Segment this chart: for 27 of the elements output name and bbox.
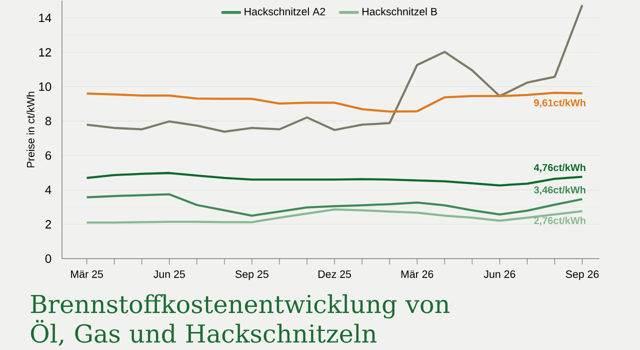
x-tick-label: Mär 26 [401, 270, 434, 278]
line-series [86, 193, 584, 217]
x-tick-label: Jun 26 [484, 270, 516, 278]
line-series [86, 92, 584, 113]
y-tick-label: 14 [39, 14, 52, 22]
annotation: 4,76ct/kWh [534, 164, 586, 173]
annotation: 2,76ct/kWh [534, 216, 586, 226]
x-tick-label: Jun 25 [154, 270, 185, 278]
y-tick-label: 4 [45, 186, 52, 194]
y-axis-title: Preise in ct/kWh [26, 92, 34, 168]
y-tick-label: 10 [39, 82, 52, 91]
legend-label: Hackschnitzel B [362, 8, 437, 16]
line-series [86, 4, 584, 133]
legend-label: Hackschnitzel A2 [244, 8, 326, 16]
y-tick-label: 0 [45, 254, 52, 263]
x-tick-label: Sep 25 [236, 270, 268, 280]
x-tick-label: Sep 26 [566, 270, 599, 280]
y-tick-label: 8 [45, 116, 52, 126]
y-tick-label: 2 [46, 220, 51, 228]
x-tick-label: Mär 25 [71, 270, 103, 278]
y-tick-label: 6 [46, 151, 52, 160]
x-tick-label: Dez 25 [318, 270, 351, 278]
text: Brennstoffkostenentwicklung von Öl, Gas und Hackschnitzeln [30, 294, 450, 346]
annotation: 9,61ct/kWh [534, 98, 586, 108]
annotation: 3,46ct/kWh [534, 186, 586, 195]
line-series [86, 208, 584, 224]
y-tick-label: 12 [39, 48, 51, 56]
